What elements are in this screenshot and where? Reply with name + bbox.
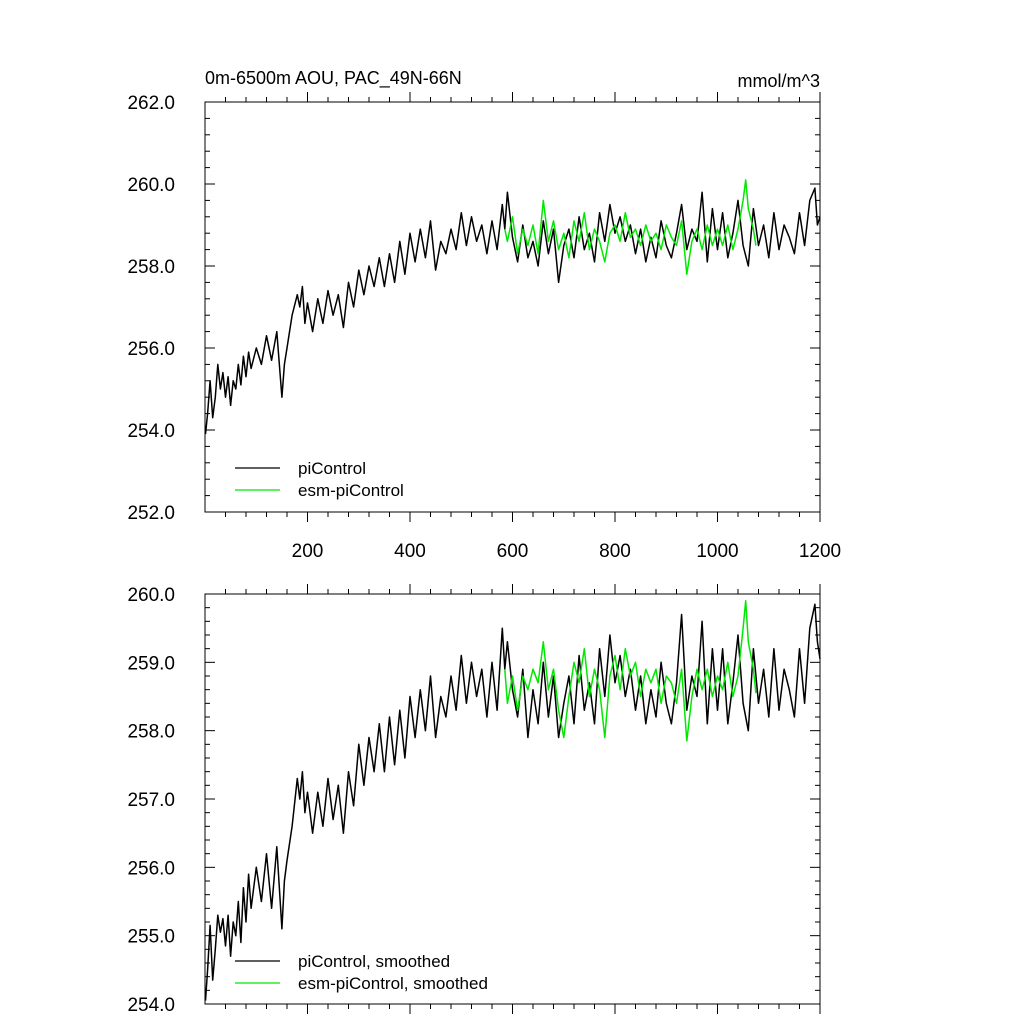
bottom-series-line-esm-picontrol xyxy=(504,600,757,742)
top-ytick-label: 254.0 xyxy=(127,421,175,442)
top-xtick-label: 800 xyxy=(599,541,631,562)
top-plot-series xyxy=(204,179,821,435)
top-legend: piControl esm-piControl xyxy=(235,459,404,500)
top-axis-ticks: 252.0 254.0 256.0 258.0 260.0 262.0 200 400 600 8… xyxy=(127,92,841,562)
top-xtick-label: 1200 xyxy=(799,541,841,562)
bottom-ytick-label: 255.0 xyxy=(127,927,175,948)
bottom-plot-frame xyxy=(204,593,821,1005)
bottom-legend-label-esm-picontrol: esm-piControl, smoothed xyxy=(298,974,488,993)
top-xtick-label: 400 xyxy=(394,541,426,562)
top-xtick-label: 200 xyxy=(292,541,324,562)
top-chart-title: 0m-6500m AOU, PAC_49N-66N xyxy=(205,68,462,89)
top-ytick-label: 262.0 xyxy=(127,93,175,114)
top-legend-label-picontrol: piControl xyxy=(298,459,366,478)
top-series-line-esm-picontrol xyxy=(504,179,757,275)
top-xtick-label: 1000 xyxy=(696,541,738,562)
top-series-line-picontrol xyxy=(204,187,821,435)
bottom-legend-label-picontrol: piControl, smoothed xyxy=(298,952,450,971)
top-ytick-label: 252.0 xyxy=(127,503,175,524)
bottom-panel: 254.0 255.0 256.0 257.0 258.0 259.0 260.0 piCo… xyxy=(127,584,821,1016)
top-ytick-label: 256.0 xyxy=(127,339,175,360)
bottom-legend: piControl, smoothed esm-piControl, smoot… xyxy=(235,952,488,993)
bottom-ytick-label: 258.0 xyxy=(127,722,175,743)
bottom-ytick-label: 260.0 xyxy=(127,585,175,606)
bottom-ytick-label: 254.0 xyxy=(127,995,175,1016)
top-xtick-label: 600 xyxy=(497,541,529,562)
top-units-label: mmol/m^3 xyxy=(738,71,820,91)
bottom-plot-series xyxy=(204,600,821,1001)
top-panel: 252.0 254.0 256.0 258.0 260.0 262.0 200 400 600 8… xyxy=(127,68,841,562)
bottom-series-line-picontrol xyxy=(204,603,821,1001)
bottom-ytick-label: 259.0 xyxy=(127,653,175,674)
bottom-ytick-label: 257.0 xyxy=(127,790,175,811)
top-legend-label-esm-picontrol: esm-piControl xyxy=(298,481,404,500)
bottom-ytick-label: 256.0 xyxy=(127,858,175,879)
top-plot-frame xyxy=(204,101,821,513)
top-ytick-label: 260.0 xyxy=(127,175,175,196)
bottom-axis-ticks: 254.0 255.0 256.0 257.0 258.0 259.0 260.0 xyxy=(127,584,821,1016)
top-ytick-label: 258.0 xyxy=(127,257,175,278)
